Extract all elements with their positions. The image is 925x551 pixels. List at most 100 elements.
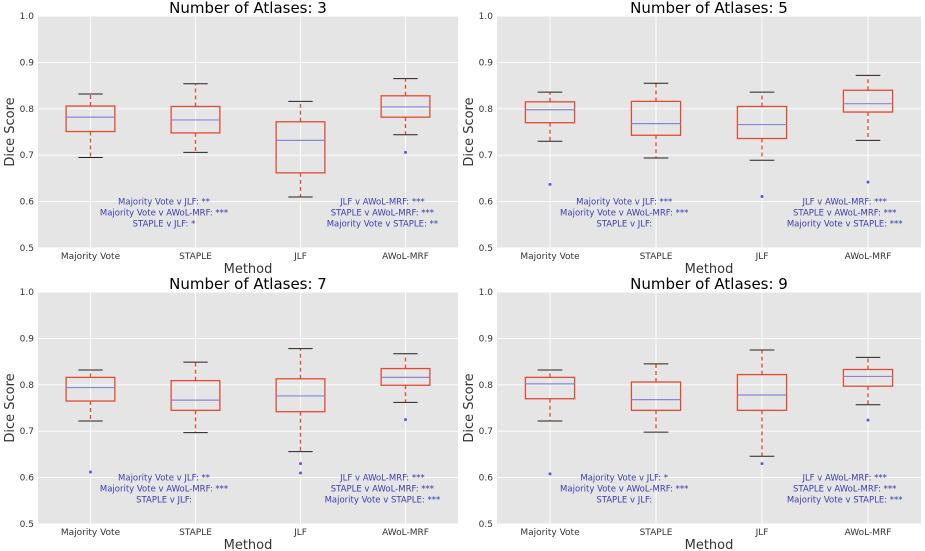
flier-point [404,418,407,422]
y-tick-label: 0.6 [20,198,35,208]
y-axis-label: Dice Score [3,373,18,442]
plot-area [38,292,458,524]
y-tick-label: 0.5 [479,244,493,254]
box-iqr [842,368,894,387]
annotation-left: Majority Vote v AWoL-MRF: *** [100,485,228,495]
plot-area [497,292,921,524]
x-axis-label: Method [685,538,734,551]
annotation-right: JLF v AWoL-MRF: *** [339,198,424,208]
x-tick-label: STAPLE [179,528,212,538]
flier-point [299,471,302,475]
box-iqr [842,89,894,113]
y-tick-label: 0.6 [20,474,35,484]
y-tick-label: 0.8 [20,105,35,115]
box-iqr [524,376,576,400]
box-majority-vote [524,369,576,476]
flier-point [299,462,302,466]
chart-title: Number of Atlases: 5 [630,0,788,17]
annotation-left: STAPLE v JLF: [136,495,192,505]
box-awol-mrf [380,353,431,422]
annotation-right: STAPLE v AWoL-MRF: *** [793,485,896,495]
box-iqr [736,373,788,411]
y-tick-label: 1.0 [479,12,494,22]
x-tick-label: Majority Vote [520,252,580,262]
y-tick-label: 0.8 [20,381,35,391]
x-axis-label: Method [224,262,273,277]
box-jlf [275,348,326,475]
y-tick-label: 0.7 [20,427,34,437]
x-tick-label: JLF [293,252,307,262]
x-tick-label: STAPLE [640,252,673,262]
box-iqr [170,379,221,411]
chart-panel-1: 0.5 0.6 0.7 0.8 0.9 1.0 Majority Vote STAPLE JLF… [3,0,458,277]
y-tick-label: 0.5 [20,244,34,254]
y-tick-label: 0.9 [479,334,494,344]
chart-title: Number of Atlases: 7 [169,275,327,293]
annotation-right: STAPLE v AWoL-MRF: *** [793,209,896,219]
flier-point [866,180,870,184]
chart-title: Number of Atlases: 3 [169,0,327,17]
box-iqr [275,121,326,174]
annotation-left: Majority Vote v JLF: ** [118,198,210,208]
annotation-left: Majority Vote v AWoL-MRF: *** [560,485,688,495]
box-awol-mrf [842,356,894,422]
box-iqr [524,101,576,124]
x-tick-label: AWoL-MRF [382,528,429,538]
box-iqr [736,105,788,140]
annotation-right: Majority Vote v STAPLE: *** [787,219,903,229]
annotation-right: STAPLE v AWoL-MRF: *** [331,209,434,219]
annotation-right: STAPLE v AWoL-MRF: *** [331,485,434,495]
annotation-left: Majority Vote v JLF: *** [576,198,672,208]
x-tick-label: JLF [293,528,307,538]
flier-point [89,470,92,474]
annotation-right: JLF v AWoL-MRF: *** [801,474,886,484]
annotation-left: Majority Vote v AWoL-MRF: *** [100,209,228,219]
x-tick-label: STAPLE [640,528,673,538]
chart-panel-2: 0.5 0.6 0.7 0.8 0.9 1.0 Majority Vote STAPLE JLF… [462,0,921,277]
chart-title: Number of Atlases: 9 [630,275,788,293]
annotation-left: Majority Vote v JLF: ** [118,474,210,484]
y-tick-label: 0.8 [479,381,494,391]
box-staple [630,82,682,159]
flier-point [760,462,764,466]
annotation-right: Majority Vote v STAPLE: *** [787,495,903,505]
flier-point [760,194,764,198]
annotation-left: STAPLE v JLF: [596,495,652,505]
x-tick-label: JLF [755,252,769,262]
box-iqr [630,100,682,136]
x-tick-label: STAPLE [179,252,212,262]
box-jlf [736,91,788,198]
annotation-right: JLF v AWoL-MRF: *** [339,474,424,484]
y-tick-label: 0.5 [479,520,493,530]
box-iqr [630,381,682,411]
box-staple [630,363,682,433]
y-tick-label: 1.0 [20,12,35,22]
box-staple [170,361,221,434]
y-axis-label: Dice Score [462,373,477,442]
box-awol-mrf [380,78,431,154]
annotation-left: Majority Vote v JLF: * [580,474,668,484]
y-tick-label: 0.9 [20,58,35,68]
x-tick-label: Majority Vote [520,528,580,538]
y-tick-label: 1.0 [20,288,35,298]
box-jlf [275,100,326,198]
y-tick-label: 0.8 [479,105,494,115]
x-tick-label: AWoL-MRF [845,528,892,538]
flier-point [404,150,407,154]
y-axis-label: Dice Score [3,97,18,166]
annotation-right: JLF v AWoL-MRF: *** [801,198,886,208]
x-tick-label: AWoL-MRF [382,252,429,262]
x-axis-label: Method [685,262,734,277]
y-tick-label: 0.7 [479,151,493,161]
annotation-left: STAPLE v JLF: * [133,219,196,229]
y-tick-label: 0.6 [479,474,494,484]
y-tick-label: 0.5 [20,520,34,530]
x-tick-label: Majority Vote [61,528,121,538]
chart-panel-4: 0.5 0.6 0.7 0.8 0.9 1.0 Majority Vote STAPLE JLF… [462,275,921,551]
y-tick-label: 0.9 [20,334,35,344]
x-tick-label: AWoL-MRF [845,252,892,262]
x-tick-label: JLF [755,528,769,538]
annotation-right: Majority Vote v STAPLE: ** [327,219,438,229]
flier-point [866,418,870,422]
